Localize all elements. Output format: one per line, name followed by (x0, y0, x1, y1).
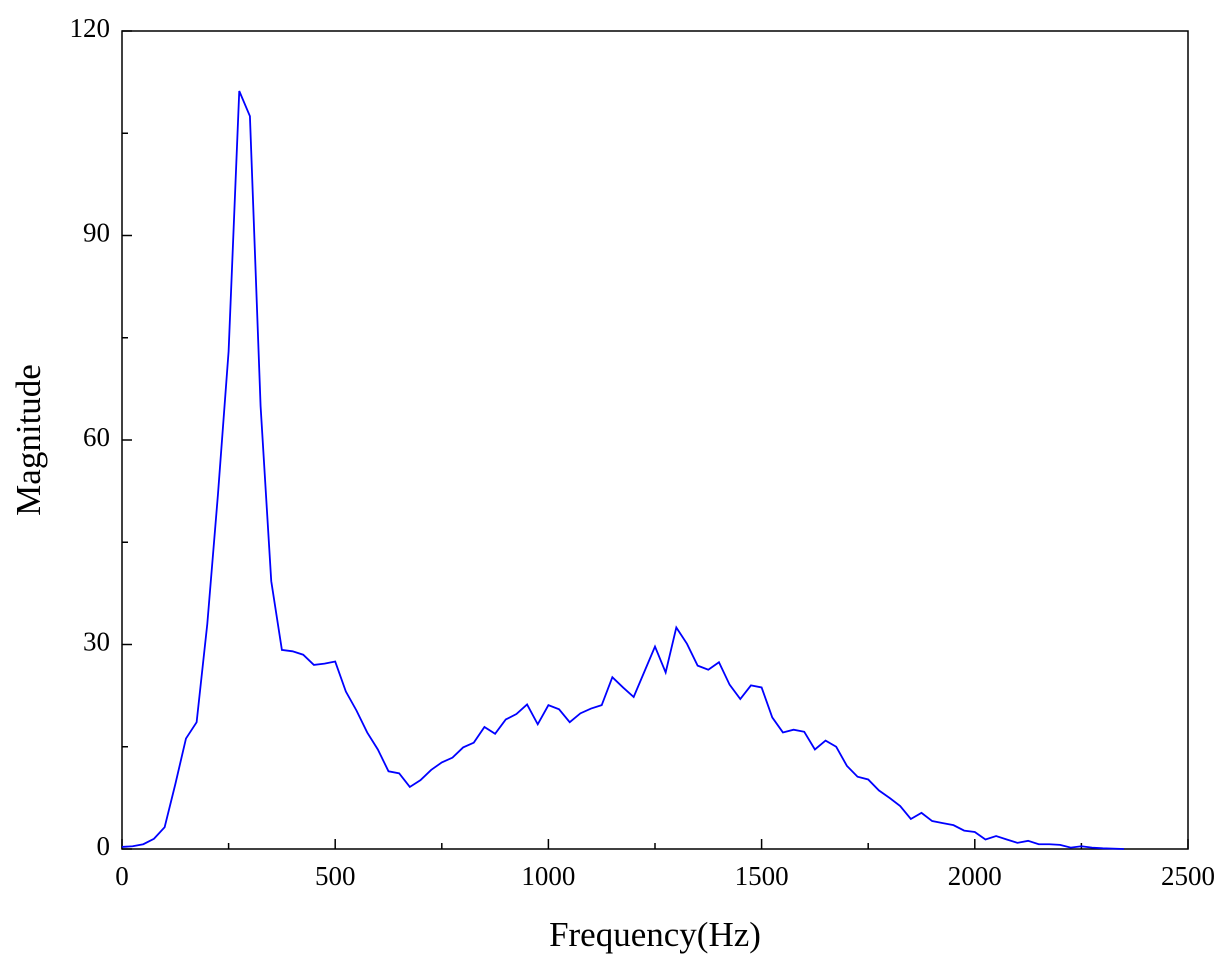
x-tick-label: 2000 (948, 861, 1002, 891)
x-tick-label: 1500 (735, 861, 789, 891)
x-axis-label: Frequency(Hz) (549, 915, 761, 954)
y-axis-label: Magnitude (9, 364, 48, 516)
x-tick-label: 1000 (521, 861, 575, 891)
x-tick-label: 0 (115, 861, 129, 891)
x-tick-label: 500 (315, 861, 356, 891)
plot-frame (121, 30, 1189, 850)
y-tick-label: 90 (83, 218, 110, 248)
data-line (121, 90, 1125, 850)
y-tick-label: 30 (83, 627, 110, 657)
y-tick-label: 60 (83, 422, 110, 452)
x-tick-label: 2500 (1161, 861, 1215, 891)
y-tick-label: 0 (97, 831, 111, 861)
y-tick-label: 120 (70, 13, 111, 43)
